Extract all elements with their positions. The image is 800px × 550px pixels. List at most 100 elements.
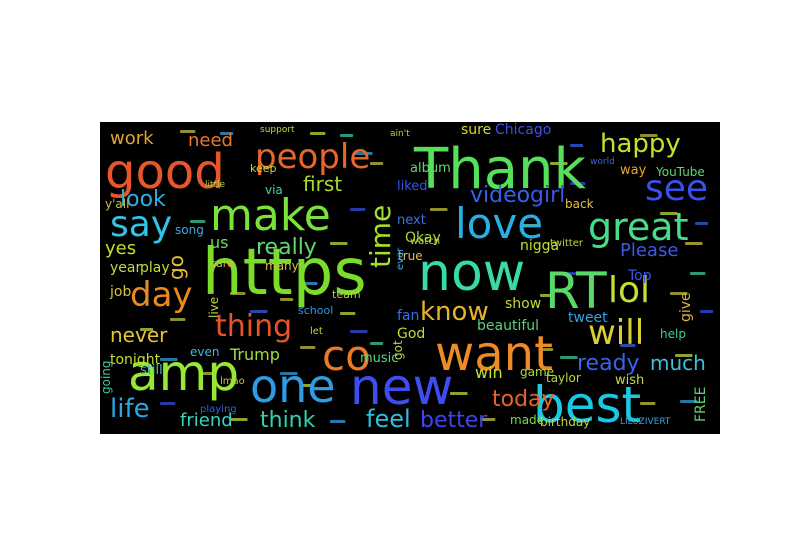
word-tonight: tonight [110,352,161,368]
tiny-word-mark [480,418,496,421]
word-https: https [202,236,367,310]
tiny-word-mark [680,400,698,403]
word-ready: ready [577,351,640,376]
word-now: now [418,243,525,303]
word-school: school [298,304,333,317]
tiny-word-mark [560,272,578,275]
word-okay: Okay [405,230,441,246]
tiny-word-mark [450,392,468,395]
word-live: live [207,297,221,318]
tiny-word-mark [520,224,538,227]
word-wish: wish [615,373,644,388]
word-chicago: Chicago [495,122,551,138]
tiny-word-mark [310,132,326,135]
word-good: good [105,144,225,200]
word-amp: amp [128,344,239,402]
word-nigga: nigga [520,238,559,254]
word-life: life [110,394,150,424]
word-game: game [520,365,554,379]
word-help: help [660,327,686,341]
tiny-word-mark [330,242,348,245]
word-yes: yes [105,238,136,259]
word-many: many [265,259,299,273]
tiny-word-mark [300,282,318,285]
tiny-word-mark [160,402,176,405]
tiny-word-mark [570,182,586,185]
tiny-word-mark [230,418,248,421]
word-beautiful: beautiful [477,318,539,334]
tiny-word-mark [280,298,294,301]
word-true: true [398,249,423,263]
word-better: better [420,408,488,433]
word-next: next [397,213,426,228]
word-never: never [110,323,168,347]
tiny-word-mark [700,310,714,313]
tiny-word-mark [300,346,316,349]
word-via: via [265,183,283,197]
tiny-word-mark [540,294,554,297]
tiny-word-mark [340,134,354,137]
tiny-word-mark [620,344,636,347]
tiny-word-mark [695,222,709,225]
cloud-background [100,122,720,434]
tiny-word-mark [550,162,568,165]
tiny-word-mark [170,318,186,321]
tiny-word-mark [200,372,214,375]
word-playing: playing [200,404,237,415]
word-today: today [492,387,555,412]
word-lol: lol [608,270,650,311]
word-play: play [140,260,170,276]
word-win: win [475,363,503,382]
word-love: love [455,199,543,248]
word-song: song [175,223,204,237]
tiny-word-mark [685,242,703,245]
word-please: Please [620,240,678,261]
tiny-word-mark [180,130,196,133]
word-go: go [164,255,188,280]
word-happy: happy [600,129,681,159]
word-need: need [188,130,233,151]
word-us: us [210,233,228,252]
word-make: make [210,190,331,241]
tiny-word-mark [690,272,706,275]
word-liked: liked [397,179,428,194]
word-way: way [620,163,647,178]
word-lmao: lmao [220,376,245,387]
tiny-word-mark [370,342,384,345]
word-taylor: taylor [546,371,581,385]
word-think: think [260,408,316,433]
word-great: great [588,205,688,249]
word-job: job [109,284,131,300]
tiny-word-mark [230,292,246,295]
tiny-word-mark [280,372,298,375]
word-will: will [588,313,644,353]
word-top: Top [627,268,652,284]
word-keep: keep [250,162,277,175]
word-watch: watch [410,236,440,247]
word-made: made [510,413,544,427]
tiny-word-mark [640,134,658,137]
word-video: video [470,183,530,208]
tiny-word-mark [140,328,154,331]
word-first: first [303,172,342,196]
word-back: back [565,197,594,211]
word-y-all: y'all [105,197,129,211]
tiny-word-mark [330,420,346,423]
word-know: know [420,297,489,327]
word-team: team [332,288,361,301]
tiny-word-mark [350,208,366,211]
word-really: really [256,235,317,260]
word-best: best [533,376,641,434]
word-fan: fan [397,308,419,324]
word-say: say [110,204,172,245]
word-one: one [250,359,336,413]
tiny-word-mark [570,144,584,147]
word-time: time [364,205,397,268]
word-support: support [260,125,295,135]
word-twitter: twitter [550,238,584,249]
word-ever: ever [395,247,406,270]
word-care: care [210,257,234,270]
